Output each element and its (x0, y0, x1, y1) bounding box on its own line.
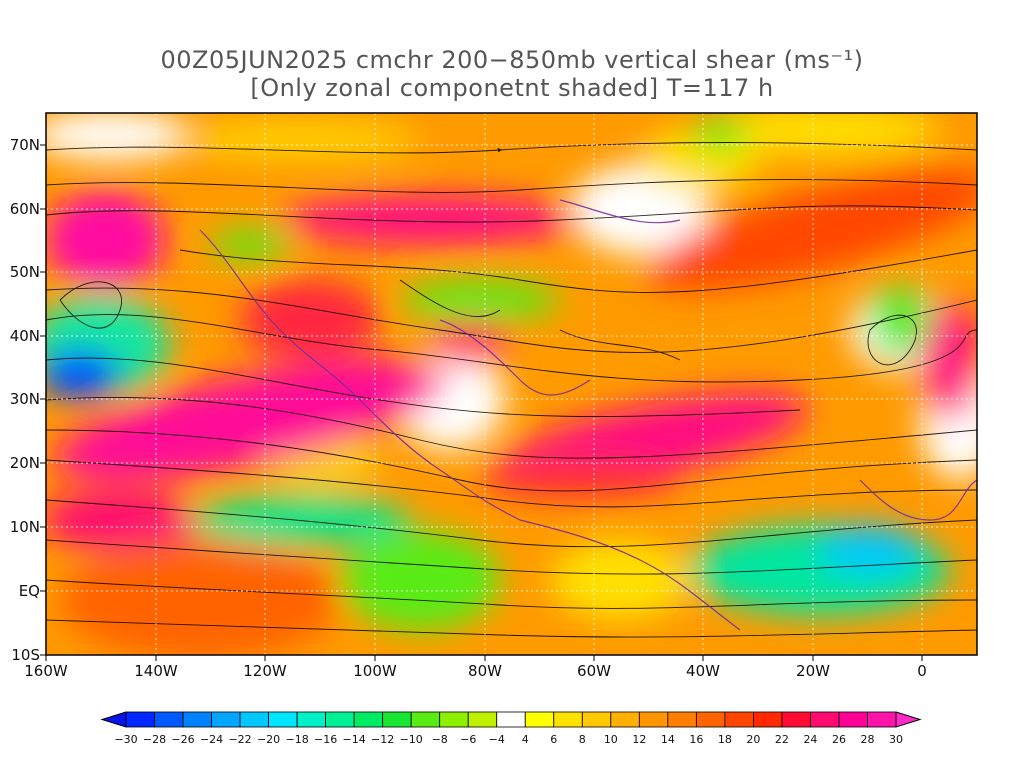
colorbar-swatch (439, 711, 469, 728)
map-frame (45, 112, 978, 656)
colorbar-tick-label: 14 (660, 733, 675, 746)
lon-label: 0 (917, 662, 927, 680)
colorbar-swatch (325, 711, 355, 728)
colorbar-tick-label: 22 (774, 733, 789, 746)
colorbar-swatch (211, 711, 241, 728)
colorbar-swatch (182, 711, 212, 728)
colorbar-tick-label: 12 (632, 733, 647, 746)
lat-label: EQ (18, 582, 40, 600)
colorbar-tick-label: −20 (256, 733, 281, 746)
colorbar-tick-label: 24 (803, 733, 818, 746)
colorbar-swatch (496, 711, 526, 728)
colorbar-tick-label: −16 (314, 733, 338, 746)
colorbar-tick-label: −18 (285, 733, 309, 746)
colorbar-max-arrow (895, 711, 922, 728)
colorbar-swatch (753, 711, 783, 728)
colorbar-tick-label: −10 (399, 733, 423, 746)
colorbar-swatch (268, 711, 298, 728)
lon-label: 160W (24, 662, 68, 680)
lon-label: 120W (243, 662, 287, 680)
lat-label: 70N (9, 136, 40, 154)
colorbar-swatch (781, 711, 811, 728)
colorbar-swatch (353, 711, 384, 728)
colorbar-swatch (154, 711, 184, 728)
colorbar-swatch (810, 711, 840, 728)
colorbar-min-arrow (100, 711, 127, 728)
lon-label: 80W (468, 662, 502, 680)
colorbar-swatch (553, 711, 583, 728)
colorbar-tick-label: −12 (371, 733, 395, 746)
colorbar-tick-label: −26 (171, 733, 195, 746)
lat-label: 30N (9, 390, 40, 408)
map-title: 00Z05JUN2025 cmchr 200−850mb vertical sh… (160, 46, 864, 74)
lon-label: 40W (686, 662, 720, 680)
colorbar-tick-label: 8 (578, 733, 586, 746)
lon-label: 140W (134, 662, 178, 680)
colorbar-tick-label: −4 (488, 733, 505, 746)
lon-label: 100W (353, 662, 397, 680)
colorbar-tick-label: −28 (142, 733, 167, 746)
colorbar-tick-label: 10 (603, 733, 618, 746)
colorbar-tick-label: −24 (199, 733, 224, 746)
lon-label: 20W (796, 662, 830, 680)
coastlines (199, 199, 977, 631)
colorbar-tick-label: 26 (831, 733, 846, 746)
colorbar-swatch (724, 711, 754, 728)
colorbar-tick-label: 16 (689, 733, 704, 746)
colorbar-swatch (410, 711, 441, 728)
lat-label: 10N (9, 518, 40, 536)
colorbar-swatch (239, 711, 269, 728)
colorbar-tick-label: 4 (521, 733, 529, 746)
colorbar-tick-label: 6 (550, 733, 558, 746)
colorbar-swatch (695, 711, 726, 728)
colorbar-tick-label: 30 (889, 733, 903, 746)
streamlines (46, 142, 977, 638)
lat-label: 50N (9, 263, 40, 281)
lat-label: 60N (9, 200, 40, 218)
colorbar-swatch (467, 711, 498, 728)
colorbar-swatch (867, 711, 897, 728)
colorbar-swatch (382, 711, 412, 728)
axis-ticks (40, 144, 923, 661)
lon-label: 60W (577, 662, 611, 680)
colorbar-tick-label: 20 (746, 733, 761, 746)
colorbar-swatch (667, 711, 697, 728)
colorbar-swatch (581, 711, 612, 728)
colorbar-tick-label: −30 (114, 733, 138, 746)
colorbar-tick-label: −8 (431, 733, 448, 746)
colorbar-tick-label: −6 (460, 733, 477, 746)
colorbar-tick-label: 28 (860, 733, 875, 746)
colorbar-tick-label: −14 (342, 733, 366, 746)
graticule (46, 113, 977, 655)
colorbar-swatch (610, 711, 640, 728)
colorbar-swatch (125, 711, 155, 728)
colorbar-swatch (638, 711, 669, 728)
lat-label: 20N (9, 454, 40, 472)
map-subtitle: [Only zonal componetnt shaded] T=117 h (250, 74, 774, 102)
colorbar-swatch (838, 711, 868, 728)
colorbar (100, 711, 922, 728)
colorbar-tick-label: −22 (228, 733, 252, 746)
lat-label: 40N (9, 327, 40, 345)
colorbar-swatch (524, 711, 555, 728)
colorbar-swatch (296, 711, 327, 728)
colorbar-tick-label: 18 (717, 733, 732, 746)
lat-label: 10S (11, 646, 40, 664)
